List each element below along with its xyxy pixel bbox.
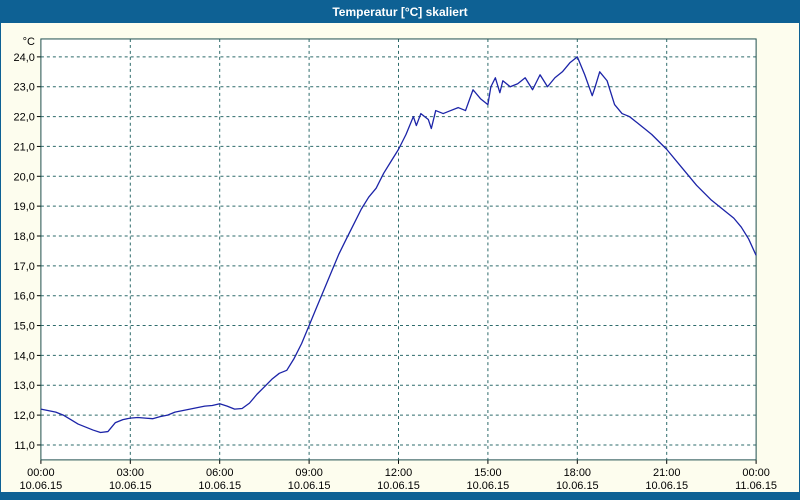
svg-text:11,0: 11,0 xyxy=(14,440,35,452)
svg-text:15:00: 15:00 xyxy=(474,467,501,479)
svg-text:15,0: 15,0 xyxy=(14,321,35,333)
axis-tick-marks xyxy=(36,56,757,464)
svg-text:22,0: 22,0 xyxy=(14,112,35,124)
svg-text:10.06.15: 10.06.15 xyxy=(377,480,420,492)
window-bottom-border xyxy=(1,491,799,499)
y-axis-unit: °C xyxy=(23,36,35,48)
svg-text:14,0: 14,0 xyxy=(14,350,35,362)
chart-area: 11,0 12,0 13,0 14,0 15,0 16,0 17,0 18,0 19,0 20,0… xyxy=(1,23,799,492)
svg-text:17,0: 17,0 xyxy=(14,261,35,273)
svg-text:18,0: 18,0 xyxy=(14,231,35,243)
svg-text:03:00: 03:00 xyxy=(117,467,144,479)
svg-text:00:00: 00:00 xyxy=(742,467,769,479)
svg-text:00:00: 00:00 xyxy=(27,467,54,479)
window-title: Temperatur [°C] skaliert xyxy=(332,5,468,19)
gridlines xyxy=(40,38,757,460)
svg-text:10.06.15: 10.06.15 xyxy=(467,480,510,492)
svg-text:10.06.15: 10.06.15 xyxy=(109,480,152,492)
x-axis-labels: 00:0010.06.1503:0010.06.1506:0010.06.150… xyxy=(20,467,778,492)
window-titlebar[interactable]: Temperatur [°C] skaliert xyxy=(1,1,799,23)
svg-text:09:00: 09:00 xyxy=(295,467,322,479)
svg-text:12,0: 12,0 xyxy=(14,410,35,422)
svg-text:10.06.15: 10.06.15 xyxy=(288,480,331,492)
svg-text:24,0: 24,0 xyxy=(14,52,35,64)
svg-text:06:00: 06:00 xyxy=(206,467,233,479)
plot-border xyxy=(40,38,757,461)
svg-text:13,0: 13,0 xyxy=(14,380,35,392)
svg-text:23,0: 23,0 xyxy=(14,82,35,94)
svg-text:21:00: 21:00 xyxy=(653,467,680,479)
y-axis-labels: 11,0 12,0 13,0 14,0 15,0 16,0 17,0 18,0 19,0 20,0… xyxy=(14,52,35,452)
svg-text:18:00: 18:00 xyxy=(564,467,591,479)
temperature-chart: 11,0 12,0 13,0 14,0 15,0 16,0 17,0 18,0 19,0 20,0… xyxy=(14,36,778,492)
svg-text:12:00: 12:00 xyxy=(385,467,412,479)
svg-text:10.06.15: 10.06.15 xyxy=(645,480,688,492)
svg-text:16,0: 16,0 xyxy=(14,291,35,303)
svg-text:20,0: 20,0 xyxy=(14,171,35,183)
svg-text:10.06.15: 10.06.15 xyxy=(198,480,241,492)
svg-text:11.06.15: 11.06.15 xyxy=(735,480,777,492)
temperature-line xyxy=(40,56,757,434)
svg-text:10.06.15: 10.06.15 xyxy=(20,480,63,492)
svg-text:19,0: 19,0 xyxy=(14,201,35,213)
svg-text:10.06.15: 10.06.15 xyxy=(556,480,599,492)
svg-text:21,0: 21,0 xyxy=(14,141,35,153)
